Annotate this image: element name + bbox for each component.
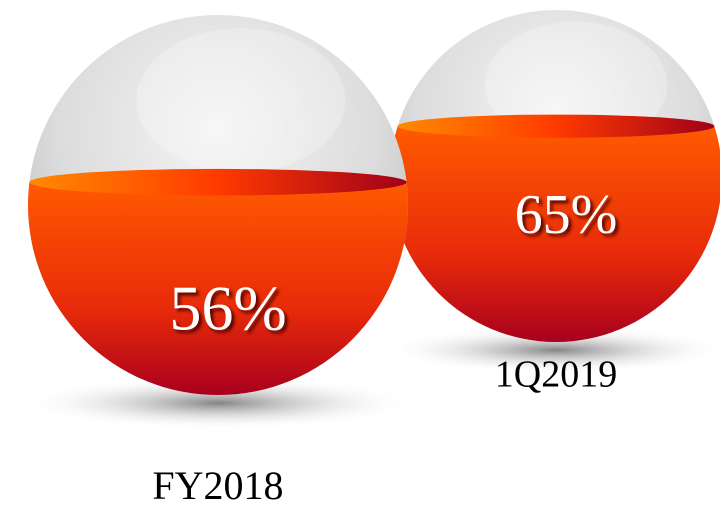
category-label: FY2018 <box>152 463 283 508</box>
sphere: 65% <box>381 10 720 374</box>
sphere-shadow <box>18 376 418 430</box>
sphere: 56% <box>18 15 418 430</box>
category-label: 1Q2019 <box>495 354 617 396</box>
liquid-surface <box>397 114 715 138</box>
sphere-shadow <box>381 326 720 374</box>
value-label: 56% <box>169 273 286 344</box>
liquid-surface <box>29 168 407 196</box>
value-label: 65% <box>515 184 618 246</box>
sphere-highlight <box>136 28 346 173</box>
